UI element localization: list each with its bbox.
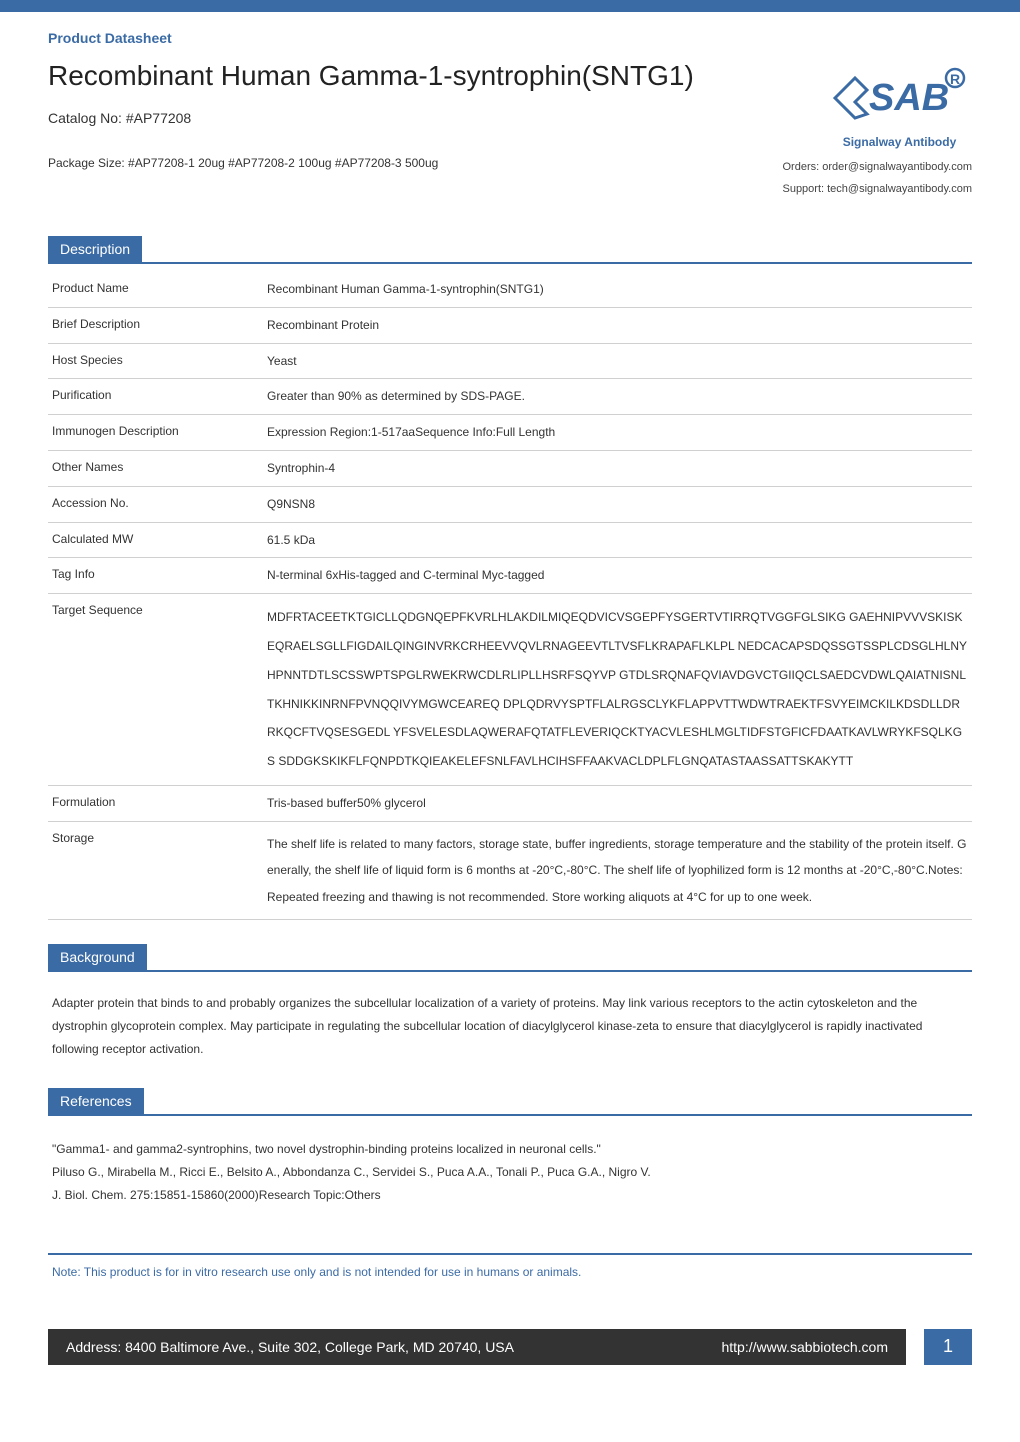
table-row: Calculated MW 61.5 kDa [48,522,972,558]
row-label: Other Names [48,450,263,486]
title-row: Recombinant Human Gamma-1-syntrophin(SNT… [48,60,972,156]
row-value: Recombinant Protein [263,307,972,343]
row-value: Expression Region:1-517aaSequence Info:F… [263,415,972,451]
table-row: Purification Greater than 90% as determi… [48,379,972,415]
support-label: Support: [782,183,827,195]
footer: Address: 8400 Baltimore Ave., Suite 302,… [48,1329,972,1365]
catalog-label: Catalog No: [48,110,126,126]
section-divider [48,970,972,972]
orders-label: Orders: [782,161,822,173]
datasheet-label: Product Datasheet [48,30,972,46]
table-row: Host Species Yeast [48,343,972,379]
catalog-value: #AP77208 [126,110,191,126]
row-label: Formulation [48,785,263,821]
references-section-header: References [48,1088,144,1114]
row-value: The shelf life is related to many factor… [263,821,972,919]
catalog-number: Catalog No: #AP77208 [48,110,827,126]
row-label: Accession No. [48,486,263,522]
footer-wrapper: Address: 8400 Baltimore Ave., Suite 302,… [0,1329,1020,1379]
row-label: Tag Info [48,558,263,594]
row-value: Yeast [263,343,972,379]
table-row: Accession No. Q9NSN8 [48,486,972,522]
svg-text:SAB: SAB [869,77,949,119]
background-text: Adapter protein that binds to and probab… [48,980,972,1064]
row-label: Host Species [48,343,263,379]
company-name: Signalway Antibody [827,135,972,149]
table-row: Target Sequence MDFRTACEETKTGICLLQDGNQEP… [48,594,972,786]
footer-website: http://www.sabbiotech.com [721,1339,888,1355]
row-value: Recombinant Human Gamma-1-syntrophin(SNT… [263,272,972,307]
contact-info: Orders: order@signalwayantibody.com Supp… [782,156,972,200]
table-row: Brief Description Recombinant Protein [48,307,972,343]
row-label: Calculated MW [48,522,263,558]
footer-address: Address: 8400 Baltimore Ave., Suite 302,… [66,1339,514,1355]
svg-text:R: R [950,71,960,87]
row-value: N-terminal 6xHis-tagged and C-terminal M… [263,558,972,594]
row-value: 61.5 kDa [263,522,972,558]
top-accent-bar [0,0,1020,12]
reference-line: J. Biol. Chem. 275:15851-15860(2000)Rese… [52,1184,968,1207]
row-label: Purification [48,379,263,415]
table-row: Formulation Tris-based buffer50% glycero… [48,785,972,821]
company-logo-icon: SAB R [827,60,972,135]
row-label: Immunogen Description [48,415,263,451]
product-title: Recombinant Human Gamma-1-syntrophin(SNT… [48,60,827,92]
table-row: Other Names Syntrophin-4 [48,450,972,486]
company-logo-block: SAB R Signalway Antibody [827,60,972,149]
row-value: Tris-based buffer50% glycerol [263,785,972,821]
row-value: Greater than 90% as determined by SDS-PA… [263,379,972,415]
footer-gap [906,1329,924,1365]
row-label: Storage [48,821,263,919]
package-label: Package Size: [48,156,128,170]
reference-line: Piluso G., Mirabella M., Ricci E., Belsi… [52,1161,968,1184]
orders-email: order@signalwayantibody.com [822,161,972,173]
bottom-divider [48,1253,972,1255]
row-value: Syntrophin-4 [263,450,972,486]
table-row: Tag Info N-terminal 6xHis-tagged and C-t… [48,558,972,594]
row-label: Brief Description [48,307,263,343]
background-section-header: Background [48,944,147,970]
section-divider [48,262,972,264]
row-value: MDFRTACEETKTGICLLQDGNQEPFKVRLHLAKDILMIQE… [263,594,972,786]
reference-line: "Gamma1- and gamma2-syntrophins, two nov… [52,1138,968,1161]
description-section-header: Description [48,236,142,262]
section-divider [48,1114,972,1116]
table-row: Immunogen Description Expression Region:… [48,415,972,451]
table-row: Storage The shelf life is related to man… [48,821,972,919]
row-label: Product Name [48,272,263,307]
references-text: "Gamma1- and gamma2-syntrophins, two nov… [48,1124,972,1210]
package-size: Package Size: #AP77208-1 20ug #AP77208-2… [48,156,438,170]
row-value: Q9NSN8 [263,486,972,522]
table-row: Product Name Recombinant Human Gamma-1-s… [48,272,972,307]
footer-bar: Address: 8400 Baltimore Ave., Suite 302,… [48,1329,906,1365]
description-table: Product Name Recombinant Human Gamma-1-s… [48,272,972,920]
package-row: Package Size: #AP77208-1 20ug #AP77208-2… [48,156,972,200]
package-values: #AP77208-1 20ug #AP77208-2 100ug #AP7720… [128,156,438,170]
note-text: Note: This product is for in vitro resea… [48,1265,972,1279]
main-container: Product Datasheet Recombinant Human Gamm… [0,12,1020,1279]
support-email: tech@signalwayantibody.com [827,183,972,195]
row-label: Target Sequence [48,594,263,786]
footer-page-number: 1 [924,1329,972,1365]
title-left: Recombinant Human Gamma-1-syntrophin(SNT… [48,60,827,156]
